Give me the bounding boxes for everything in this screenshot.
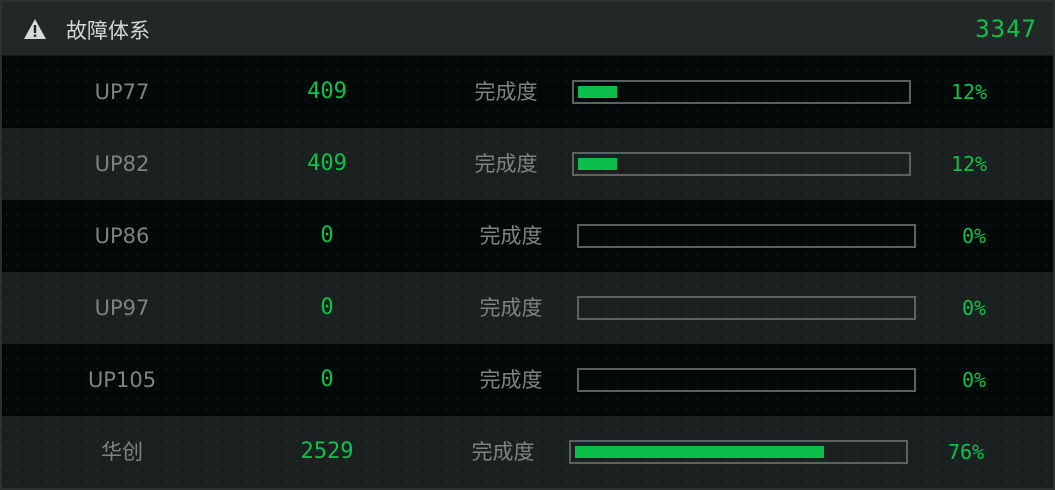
table-row: UP86 0 完成度 0% — [2, 200, 1053, 272]
table-row: 华创 2529 完成度 76% — [2, 416, 1053, 488]
progress-bar — [577, 224, 916, 248]
panel-header: 故障体系 3347 — [2, 2, 1053, 56]
warning-icon — [24, 19, 46, 39]
table-row: UP97 0 完成度 0% — [2, 272, 1053, 344]
progress-bar — [577, 296, 916, 320]
panel-title: 故障体系 — [66, 19, 150, 43]
row-name: UP105 — [87, 368, 157, 392]
row-value: 0 — [320, 295, 334, 320]
progress-fill — [575, 446, 824, 458]
progress-bar — [572, 152, 911, 176]
completion-percent: 12% — [950, 152, 988, 176]
table-row: UP77 409 完成度 12% — [2, 56, 1053, 128]
completion-percent: 0% — [961, 296, 987, 320]
row-value: 409 — [307, 151, 347, 176]
completion-label: 完成度 — [474, 80, 538, 104]
completion-percent: 0% — [961, 224, 987, 248]
progress-bar — [577, 368, 916, 392]
row-name: UP77 — [94, 80, 150, 104]
completion-label: 完成度 — [471, 440, 535, 464]
progress-fill — [578, 158, 618, 170]
table-row: UP82 409 完成度 12% — [2, 128, 1053, 200]
row-name: UP97 — [94, 296, 150, 320]
progress-bar — [569, 440, 908, 464]
row-value: 2529 — [300, 439, 354, 464]
completion-percent: 76% — [947, 440, 985, 464]
total-count: 3347 — [975, 15, 1037, 43]
row-name: UP82 — [94, 152, 150, 176]
completion-label: 完成度 — [474, 152, 538, 176]
row-value: 409 — [307, 79, 347, 104]
completion-label: 完成度 — [479, 224, 543, 248]
completion-label: 完成度 — [479, 368, 543, 392]
row-name: UP86 — [94, 224, 150, 248]
row-value: 0 — [320, 223, 334, 248]
progress-bar — [572, 80, 911, 104]
row-name: 华创 — [101, 440, 143, 464]
row-value: 0 — [320, 367, 334, 392]
table-row: UP105 0 完成度 0% — [2, 344, 1053, 416]
completion-percent: 0% — [961, 368, 987, 392]
completion-percent: 12% — [950, 80, 988, 104]
progress-fill — [578, 86, 618, 98]
completion-label: 完成度 — [479, 296, 543, 320]
